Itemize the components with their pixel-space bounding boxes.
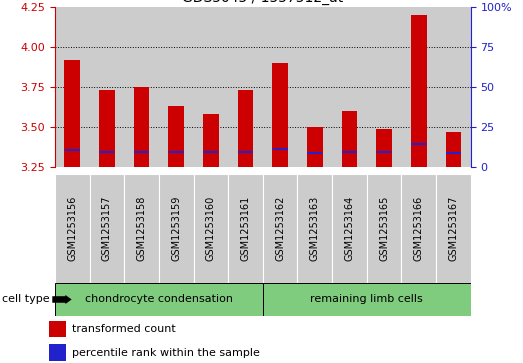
Bar xyxy=(49,344,66,361)
Bar xyxy=(203,151,218,153)
Bar xyxy=(124,174,159,283)
Bar xyxy=(446,132,461,167)
Text: transformed count: transformed count xyxy=(72,324,176,334)
Text: percentile rank within the sample: percentile rank within the sample xyxy=(72,348,260,358)
Text: GSM1253163: GSM1253163 xyxy=(310,196,320,261)
Text: GSM1253165: GSM1253165 xyxy=(379,196,389,261)
Bar xyxy=(168,106,184,167)
Bar xyxy=(342,151,357,153)
Bar xyxy=(55,7,89,167)
Bar xyxy=(298,174,332,283)
Bar xyxy=(134,87,150,167)
Bar xyxy=(89,7,124,167)
Bar xyxy=(263,174,298,283)
Bar xyxy=(194,7,228,167)
Text: remaining limb cells: remaining limb cells xyxy=(310,294,423,305)
Bar xyxy=(237,90,253,167)
Bar xyxy=(263,7,298,167)
Bar xyxy=(446,152,461,154)
Text: GSM1253167: GSM1253167 xyxy=(448,196,458,261)
Bar xyxy=(436,174,471,283)
Bar xyxy=(307,127,323,167)
Text: GSM1253157: GSM1253157 xyxy=(102,196,112,261)
Bar xyxy=(194,174,228,283)
Bar xyxy=(159,7,194,167)
Bar xyxy=(134,151,149,153)
Bar xyxy=(49,321,66,337)
Bar xyxy=(203,114,219,167)
Title: GDS5045 / 1557512_at: GDS5045 / 1557512_at xyxy=(182,0,344,5)
Bar xyxy=(159,174,194,283)
Text: GSM1253160: GSM1253160 xyxy=(206,196,216,261)
Bar xyxy=(342,111,357,167)
Text: GSM1253166: GSM1253166 xyxy=(414,196,424,261)
Bar xyxy=(55,283,263,316)
Bar xyxy=(332,7,367,167)
Bar xyxy=(65,149,79,151)
Bar xyxy=(411,143,426,145)
Bar xyxy=(272,148,288,150)
Bar xyxy=(377,151,392,153)
Bar xyxy=(228,174,263,283)
Bar xyxy=(436,7,471,167)
Text: GSM1253164: GSM1253164 xyxy=(345,196,355,261)
Bar xyxy=(89,174,124,283)
Bar xyxy=(367,174,401,283)
Text: GSM1253158: GSM1253158 xyxy=(137,196,146,261)
Bar xyxy=(263,283,471,316)
Text: GSM1253159: GSM1253159 xyxy=(171,196,181,261)
Bar xyxy=(99,90,115,167)
Bar xyxy=(169,151,184,153)
Bar xyxy=(308,152,322,154)
Bar xyxy=(401,174,436,283)
Bar xyxy=(272,63,288,167)
Bar xyxy=(401,7,436,167)
Bar xyxy=(99,151,115,153)
Text: GSM1253162: GSM1253162 xyxy=(275,196,285,261)
Bar xyxy=(55,174,89,283)
Bar xyxy=(64,60,80,167)
Text: GSM1253156: GSM1253156 xyxy=(67,196,77,261)
Bar xyxy=(124,7,159,167)
Bar xyxy=(411,15,427,167)
Text: chondrocyte condensation: chondrocyte condensation xyxy=(85,294,233,305)
Bar xyxy=(228,7,263,167)
Text: GSM1253161: GSM1253161 xyxy=(241,196,251,261)
Bar xyxy=(238,151,253,153)
Bar xyxy=(332,174,367,283)
Bar xyxy=(367,7,401,167)
Bar xyxy=(298,7,332,167)
Text: cell type: cell type xyxy=(2,294,50,305)
Bar xyxy=(376,129,392,167)
